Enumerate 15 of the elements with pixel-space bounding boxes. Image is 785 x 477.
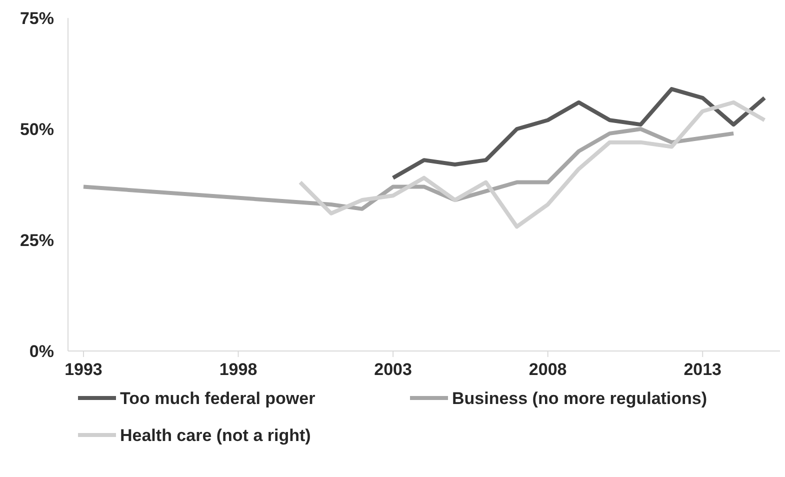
legend-label: Health care (not a right) — [120, 426, 311, 445]
y-tick-label: 25% — [20, 230, 54, 250]
x-tick-label: 2013 — [684, 360, 722, 379]
x-tick-label: 1993 — [64, 360, 102, 379]
legend-label: Business (no more regulations) — [452, 388, 708, 408]
x-tick-label: 1998 — [219, 360, 258, 379]
line-series — [298, 100, 767, 229]
line-series — [81, 127, 736, 211]
x-tick-label: 2003 — [374, 360, 412, 379]
y-tick-label: 75% — [20, 8, 54, 28]
line-series — [391, 87, 767, 180]
y-tick-label: 0% — [29, 342, 54, 361]
legend-label: Too much federal power — [120, 388, 316, 408]
x-tick-label: 2008 — [528, 360, 567, 379]
y-tick-label: 50% — [20, 120, 54, 139]
